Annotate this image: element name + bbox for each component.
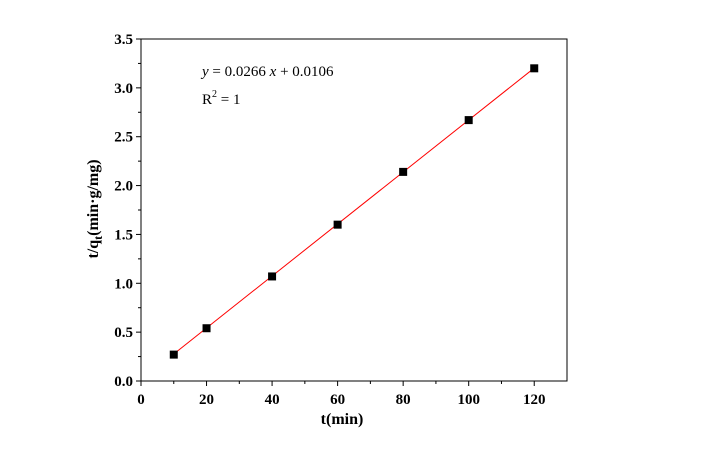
fit-equation-x: x: [269, 64, 277, 80]
r-squared: R2 = 1: [202, 89, 240, 108]
y-axis-title-sub: t: [91, 236, 105, 240]
data-points: [169, 64, 539, 359]
x-tick-label: 60: [330, 392, 345, 408]
y-tick-label: 1.0: [114, 276, 133, 292]
x-tick-labels: 0 20 40 60 80 100 120: [137, 392, 545, 408]
fit-line-group: [173, 67, 535, 355]
x-tick-label: 120: [523, 392, 546, 408]
y-tick-labels: 0.0 0.5 1.0 1.5 2.0 2.5 3.0 3.5: [114, 32, 133, 390]
fit-equation: y = 0.0266 x + 0.0106: [200, 64, 334, 80]
data-point: [202, 324, 211, 333]
y-tick-label: 3.5: [114, 32, 133, 48]
fit-equation-end: + 0.0106: [276, 64, 334, 80]
y-axis-title: t/qt(min·g/mg): [85, 159, 105, 258]
y-tick-label: 3.0: [114, 81, 133, 97]
y-axis-title-unit: (min·g/mg): [85, 159, 102, 235]
y-tick-label: 0.0: [114, 374, 133, 390]
data-point: [333, 220, 342, 229]
x-tick-label: 20: [199, 392, 214, 408]
fit-equation-mid: = 0.0266: [209, 64, 270, 80]
axis-ticks: [136, 38, 535, 386]
y-tick-label: 0.5: [114, 325, 133, 341]
x-tick-label: 100: [457, 392, 480, 408]
r-squared-label: R: [202, 92, 212, 108]
y-tick-label: 1.5: [114, 227, 133, 243]
data-point: [268, 272, 277, 281]
data-point: [169, 350, 178, 359]
data-point: [530, 64, 539, 73]
y-tick-label: 2.0: [114, 179, 133, 195]
data-point: [464, 116, 473, 125]
x-tick-label: 40: [265, 392, 280, 408]
r-squared-value: = 1: [217, 92, 240, 108]
y-axis-title-main: t/q: [85, 240, 102, 259]
x-tick-label: 0: [137, 392, 145, 408]
x-axis-title: t(min): [321, 411, 364, 428]
fit-equation-y: y: [200, 64, 209, 80]
r-squared-sup: 2: [212, 89, 217, 100]
fit-line: [173, 67, 535, 355]
x-tick-label: 80: [396, 392, 411, 408]
data-point: [399, 167, 408, 176]
y-tick-label: 2.5: [114, 130, 133, 146]
